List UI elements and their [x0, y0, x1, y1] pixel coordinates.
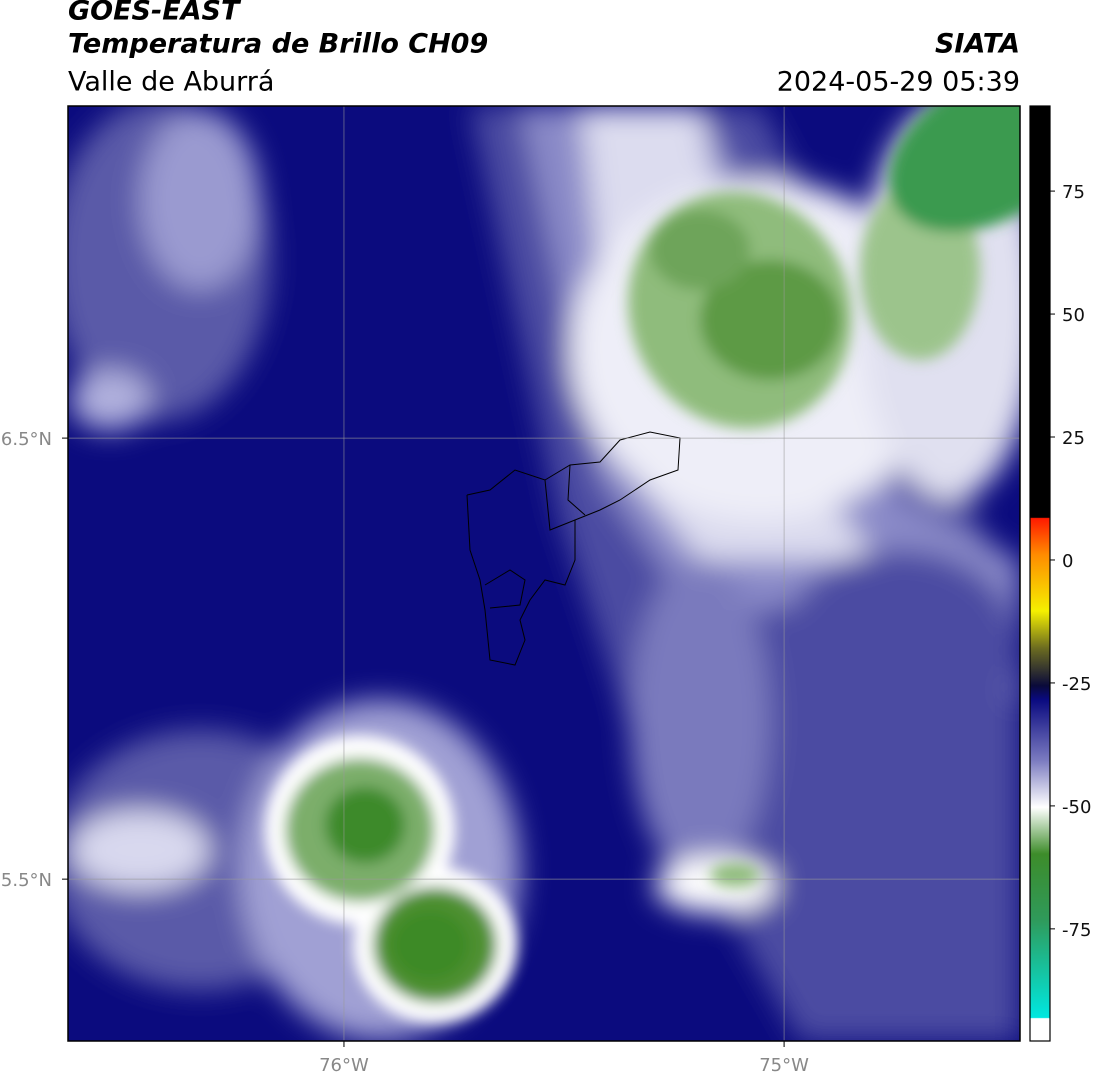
y-tick-label: 5.5°N [1, 870, 52, 891]
source: SIATA [935, 29, 1020, 60]
date: 2024-05-29 05:39 [777, 67, 1020, 98]
map-image [68, 106, 1020, 1041]
y-tick-label: 6.5°N [1, 429, 52, 450]
colorbar-tick-label: 75 [1062, 182, 1085, 203]
colorbar-tick-label: 50 [1062, 305, 1085, 326]
subtitle: Temperatura de Brillo CH09 [68, 29, 488, 60]
map-frame [67, 105, 1021, 1042]
colorbar-tick-label: 0 [1062, 551, 1073, 572]
x-tick-label: 75°W [759, 1055, 809, 1076]
colorbar [1029, 105, 1051, 1042]
colorbar-tick-label: 25 [1062, 428, 1085, 449]
colorbar-tick-label: -50 [1062, 797, 1091, 818]
x-tick-label: 76°W [319, 1055, 369, 1076]
region: Valle de Aburrá [68, 67, 274, 98]
title: GOES-EAST [68, 0, 242, 27]
colorbar-tick-label: -75 [1062, 920, 1091, 941]
colorbar-tick-label: -25 [1062, 674, 1091, 695]
grid [68, 106, 1020, 1041]
